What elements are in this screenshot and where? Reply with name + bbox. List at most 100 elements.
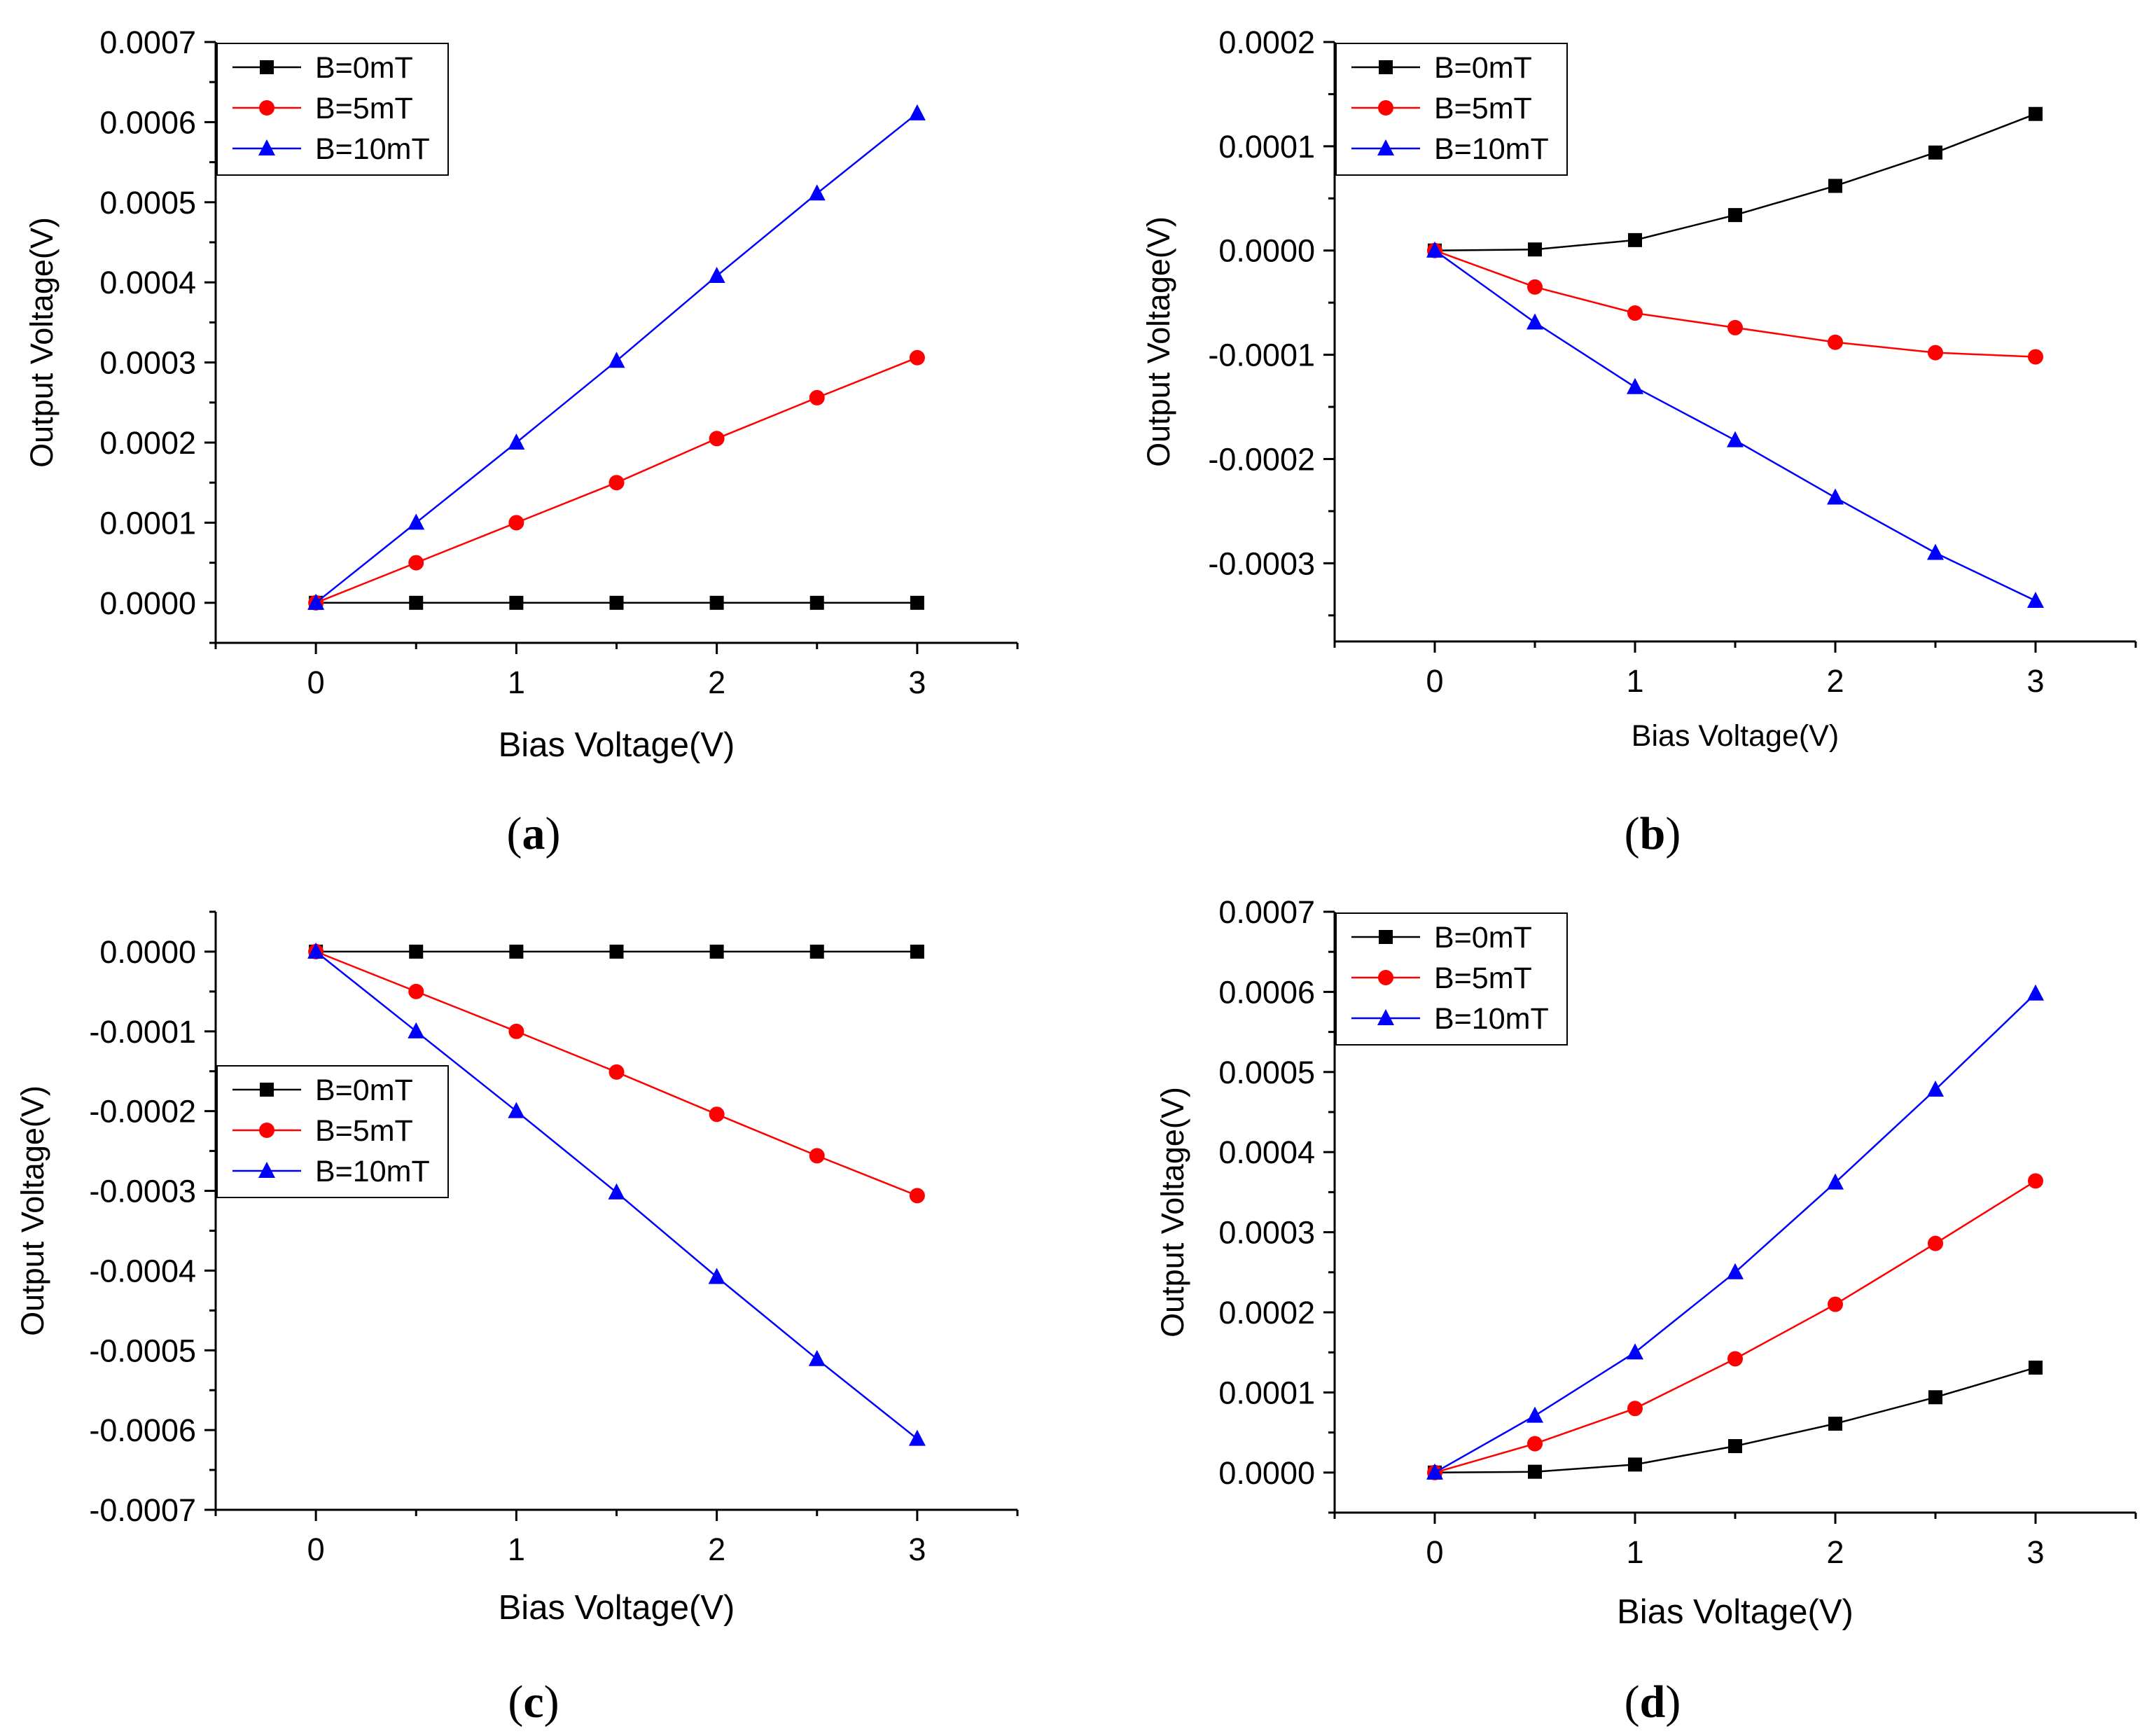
data-point [509, 595, 524, 610]
data-point [408, 555, 424, 571]
y-tick-label: -0.0006 [89, 1412, 196, 1448]
legend-marker [260, 60, 274, 74]
panel-label-open: ( [1625, 808, 1640, 859]
data-point [1828, 1296, 1843, 1312]
y-tick-label: 0.0005 [99, 185, 196, 221]
panel-label: (c) [508, 1676, 559, 1728]
legend-marker [1377, 139, 1394, 155]
legend-box [1335, 912, 1568, 1046]
data-point [508, 1102, 525, 1118]
data-point [307, 593, 325, 610]
chart-panel-b: -0.0003 -0.0002 -0.0001 0.0000 0.0001 0.0002 0… [1141, 25, 2137, 859]
legend: B=0mT B=5mT B=10mT [1335, 912, 1568, 1046]
panel-label-open: ( [1625, 1676, 1640, 1728]
data-point [708, 1268, 725, 1284]
y-tick-label: 0.0002 [99, 425, 196, 461]
data-point [809, 595, 824, 610]
legend-label: B=10mT [315, 132, 430, 166]
y-tick-label: -0.0001 [89, 1014, 196, 1050]
legend: B=0mT B=5mT B=10mT [216, 1065, 449, 1198]
x-tick-label: 0 [307, 665, 325, 700]
legend-box [216, 43, 449, 176]
data-point [809, 944, 824, 959]
legend: B=0mT B=5mT B=10mT [216, 43, 449, 176]
panel-label-letter: c [523, 1676, 543, 1728]
y-tick-label: 0.0007 [99, 25, 196, 60]
y-tick-label: 0.0000 [1218, 233, 1315, 269]
y-tick-label: 0.0002 [1218, 1295, 1315, 1331]
panel-label: (d) [1625, 1676, 1681, 1728]
x-tick-label: 2 [708, 665, 725, 700]
data-point [910, 595, 924, 610]
series-line [1434, 249, 2036, 358]
panel-label-letter: a [522, 808, 545, 859]
series-B=5mT [1427, 1173, 2043, 1480]
x-tick-label: 1 [508, 1532, 525, 1567]
y-tick-label: 0.0002 [1218, 25, 1315, 60]
data-point [1827, 1173, 1844, 1190]
y-tick-label: 0.0003 [99, 345, 196, 381]
data-point [1928, 145, 1942, 160]
legend-label: B=0mT [315, 1074, 413, 1107]
legend: B=0mT B=5mT B=10mT [1335, 43, 1568, 176]
panel-label-open: ( [507, 808, 522, 859]
data-point [409, 944, 424, 959]
data-point [2028, 349, 2043, 365]
legend-label: B=5mT [315, 92, 413, 125]
y-tick-label: 0.0000 [99, 585, 196, 621]
data-point [1727, 319, 1743, 335]
data-point [808, 1349, 826, 1366]
series-B=10mT [307, 104, 926, 610]
x-axis-title: Bias Voltage(V) [499, 1589, 735, 1627]
x-axis-title: Bias Voltage(V) [1632, 719, 1839, 753]
y-tick-label: 0.0005 [1218, 1055, 1315, 1090]
y-tick-label: 0.0001 [1218, 1375, 1315, 1410]
data-point [2027, 591, 2044, 608]
series-B=5mT [308, 349, 925, 611]
y-axis-title: Output Voltage(V) [24, 217, 60, 468]
x-axis-title: Bias Voltage(V) [1617, 1593, 1854, 1631]
y-tick-label: 0.0001 [1218, 129, 1315, 165]
data-point [2029, 106, 2043, 121]
data-point [1527, 279, 1543, 295]
legend-marker [260, 1083, 274, 1097]
x-tick-label: 0 [1426, 1534, 1443, 1570]
y-tick-label: -0.0003 [1208, 546, 1315, 581]
x-tick-label: 0 [307, 1532, 325, 1567]
panel-label-close: ) [545, 808, 561, 859]
data-point [608, 475, 625, 491]
series-line [1434, 1366, 2036, 1474]
chart-panel-a: 0.0000 0.0001 0.0002 0.0003 0.0004 0.0005 0.00… [24, 25, 1019, 859]
legend-marker [1379, 930, 1393, 944]
data-point [2028, 1173, 2043, 1189]
y-tick-label: 0.0003 [1218, 1215, 1315, 1251]
x-tick-label: 1 [1626, 663, 1643, 699]
x-tick-label: 1 [1626, 1534, 1643, 1570]
data-point [1527, 1436, 1543, 1452]
legend-box [216, 1065, 449, 1198]
data-point [1627, 377, 1643, 394]
x-tick-label: 3 [2026, 1534, 2044, 1570]
data-point [1927, 1080, 1944, 1097]
y-tick-label: -0.0007 [89, 1492, 196, 1528]
x-tick-label: 0 [1426, 663, 1443, 699]
series-line [1434, 249, 2036, 602]
series-B=0mT [309, 944, 924, 959]
y-tick-label: -0.0004 [89, 1253, 196, 1289]
y-tick-label: -0.0002 [89, 1094, 196, 1130]
legend-marker [1378, 970, 1393, 985]
panel-label: (b) [1625, 808, 1681, 859]
series-B=5mT [1427, 242, 2043, 365]
y-tick-label: -0.0001 [1208, 338, 1315, 373]
data-point [709, 944, 724, 959]
data-point [1828, 179, 1842, 193]
data-point [1627, 1343, 1643, 1360]
y-tick-label: 0.0007 [1218, 894, 1315, 930]
data-point [709, 595, 724, 610]
legend-marker [258, 139, 275, 155]
y-tick-label: 0.0000 [1218, 1455, 1315, 1491]
legend-marker [1379, 60, 1393, 74]
data-point [1426, 241, 1443, 258]
data-point [1928, 1235, 1943, 1251]
